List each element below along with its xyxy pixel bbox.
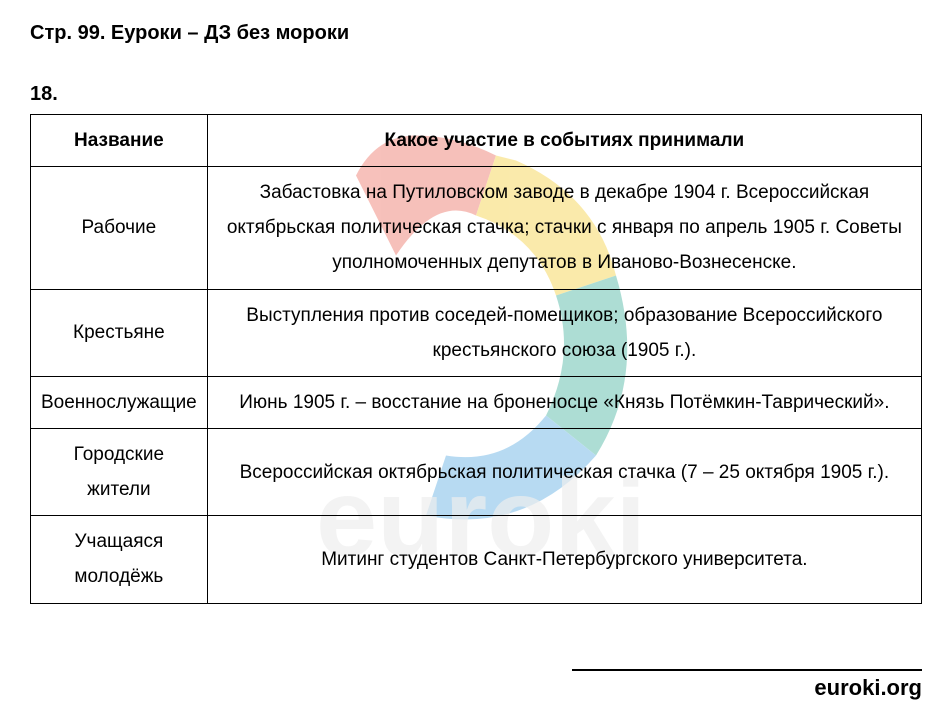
cell-name: Военнослужащие (31, 376, 208, 428)
column-header-name: Название (31, 115, 208, 167)
cell-description: Всероссийская октябрьская политическая с… (207, 428, 921, 515)
exercise-number: 18. (30, 83, 922, 106)
page-title: Стр. 99. Еуроки – ДЗ без мороки (30, 22, 922, 45)
cell-description: Выступления против соседей-помещиков; об… (207, 289, 921, 376)
cell-name: Учащаяся молодёжь (31, 516, 208, 603)
cell-description: Июнь 1905 г. – восстание на броненосце «… (207, 376, 921, 428)
table-row: Рабочие Забастовка на Путиловском заводе… (31, 167, 922, 289)
table-header-row: Название Какое участие в событиях приним… (31, 115, 922, 167)
column-header-participation: Какое участие в событиях принимали (207, 115, 921, 167)
table-row: Городские жители Всероссийская октябрьск… (31, 428, 922, 515)
table-row: Крестьяне Выступления против соседей-пом… (31, 289, 922, 376)
cell-description: Забастовка на Путиловском заводе в декаб… (207, 167, 921, 289)
cell-name: Крестьяне (31, 289, 208, 376)
table-row: Военнослужащие Июнь 1905 г. – восстание … (31, 376, 922, 428)
footer-divider (572, 669, 922, 671)
cell-name: Рабочие (31, 167, 208, 289)
footer-text: euroki.org (814, 675, 922, 701)
cell-name: Городские жители (31, 428, 208, 515)
table-row: Учащаяся молодёжь Митинг студентов Санкт… (31, 516, 922, 603)
participation-table: Название Какое участие в событиях приним… (30, 114, 922, 604)
cell-description: Митинг студентов Санкт-Петербургского ун… (207, 516, 921, 603)
